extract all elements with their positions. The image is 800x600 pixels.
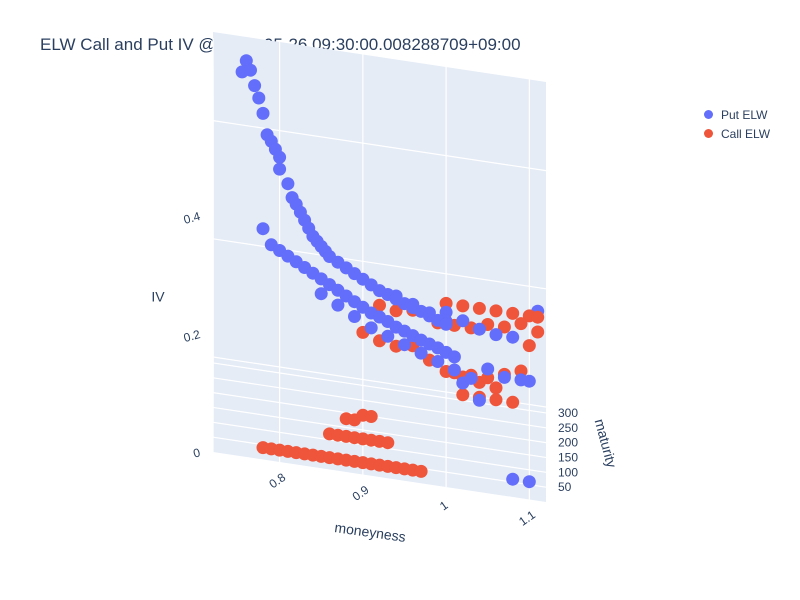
put-point xyxy=(456,314,470,328)
call-point xyxy=(414,464,428,478)
back-wall-pane xyxy=(213,32,546,407)
put-point xyxy=(447,350,461,364)
x-axis-title: moneyness xyxy=(334,519,407,545)
legend-label-call: Call ELW xyxy=(721,126,771,141)
call-point xyxy=(489,381,503,395)
legend-swatch-put xyxy=(704,110,713,119)
put-point xyxy=(506,472,520,486)
gridline-y-floor xyxy=(212,362,547,414)
legend-swatch-call xyxy=(704,129,713,138)
call-point xyxy=(514,317,528,331)
z-tick-label: 0 xyxy=(192,445,202,460)
gridline-y-floor xyxy=(212,392,547,444)
put-point xyxy=(381,329,395,343)
put-point xyxy=(244,63,257,77)
y-tick-label: 300 xyxy=(558,406,578,420)
y-tick-label: 50 xyxy=(558,480,572,494)
put-point xyxy=(281,177,295,191)
gridline-y-floor xyxy=(212,377,547,429)
put-point xyxy=(481,362,495,376)
put-point xyxy=(431,355,445,368)
put-point xyxy=(522,475,536,489)
x-tick-label: 1.1 xyxy=(516,508,538,529)
put-point xyxy=(364,321,378,335)
y-tick-label: 100 xyxy=(558,465,578,479)
put-point xyxy=(522,374,536,388)
call-point xyxy=(456,388,470,402)
call-point xyxy=(531,310,545,324)
put-point xyxy=(439,305,453,319)
put-point xyxy=(506,330,520,344)
z-axis-title: IV xyxy=(151,289,165,305)
call-point xyxy=(439,296,453,310)
x-tick-label: 0.9 xyxy=(350,483,372,504)
put-point xyxy=(273,150,287,164)
call-point xyxy=(472,301,486,315)
floor-pane xyxy=(213,357,546,502)
x-tick-label: 0.8 xyxy=(266,470,288,491)
put-point xyxy=(439,317,453,331)
put-point xyxy=(348,310,361,323)
put-point xyxy=(314,287,328,301)
put-point xyxy=(497,370,511,384)
y-tick-label: 150 xyxy=(558,450,578,464)
put-point xyxy=(447,363,461,377)
legend-label-put: Put ELW xyxy=(721,107,768,122)
legend-item-put[interactable]: Put ELW xyxy=(700,105,770,124)
y-tick-label: 200 xyxy=(558,436,578,450)
put-point xyxy=(489,328,503,342)
gridline-y-floor xyxy=(212,406,547,459)
put-point xyxy=(472,393,486,407)
x-tick-label: 1 xyxy=(437,498,451,513)
put-point xyxy=(248,79,262,93)
y-axis-title: maturity xyxy=(592,417,620,469)
put-point xyxy=(398,338,411,352)
call-point xyxy=(531,325,545,339)
call-point xyxy=(373,298,386,312)
call-point xyxy=(364,410,378,423)
y-tick-label: 250 xyxy=(558,421,578,435)
call-point xyxy=(489,304,503,318)
put-point xyxy=(331,298,345,312)
put-point xyxy=(273,162,287,176)
call-point xyxy=(506,306,520,320)
points-layer xyxy=(235,54,545,489)
put-point xyxy=(414,346,428,360)
put-point xyxy=(472,322,486,336)
put-point xyxy=(256,222,270,236)
call-point xyxy=(381,436,395,450)
call-point xyxy=(522,339,536,353)
call-point xyxy=(497,320,511,334)
call-point xyxy=(489,393,503,407)
call-point xyxy=(514,364,528,378)
call-point xyxy=(456,299,470,313)
z-tick-label: 0.4 xyxy=(182,209,202,227)
put-point xyxy=(252,91,266,105)
z-tick-label: 0.2 xyxy=(182,327,202,345)
put-point xyxy=(464,371,478,385)
call-point xyxy=(506,395,520,409)
put-point xyxy=(256,106,270,120)
legend-item-call[interactable]: Call ELW xyxy=(700,124,770,143)
legend: Put ELW Call ELW xyxy=(700,105,770,143)
